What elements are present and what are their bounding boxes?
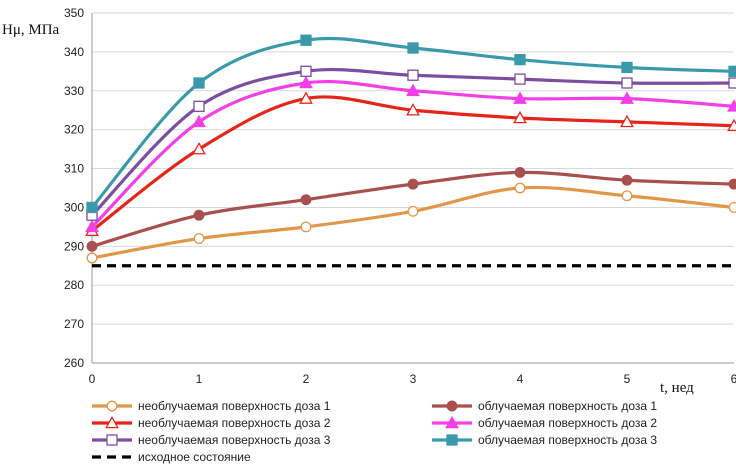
- x-tick-label: 5: [624, 372, 631, 386]
- data-point: [300, 221, 312, 233]
- x-axis-label: t, нед: [660, 380, 694, 396]
- data-point: [192, 114, 206, 128]
- legend-label: облучаемая поверхность доза 2: [478, 416, 657, 430]
- data-point: [86, 252, 98, 264]
- data-point: [514, 166, 526, 178]
- y-tick-label: 270: [64, 317, 84, 331]
- y-tick-label: 340: [64, 45, 84, 59]
- legend-item: необлучаемая поверхность доза 3: [92, 433, 331, 447]
- y-axis-label: Hμ, МПа: [2, 22, 60, 38]
- data-point: [513, 110, 527, 124]
- y-tick-label: 280: [64, 278, 84, 292]
- data-point: [621, 77, 633, 89]
- data-point: [621, 174, 633, 186]
- legend-item: облучаемая поверхность доза 3: [432, 433, 657, 447]
- axes: [91, 13, 734, 364]
- data-point: [300, 194, 312, 206]
- x-tick-label: 1: [196, 372, 203, 386]
- x-tick-label: 0: [89, 372, 96, 386]
- data-point: [620, 91, 634, 104]
- data-point: [407, 178, 419, 190]
- data-point: [621, 61, 633, 74]
- data-point: [193, 209, 205, 221]
- data-point: [193, 233, 205, 245]
- legend-item: облучаемая поверхность доза 1: [432, 399, 657, 413]
- legend-marker: [105, 415, 119, 429]
- data-point: [728, 77, 736, 89]
- data-point: [85, 219, 99, 233]
- legend-label: облучаемая поверхность доза 3: [478, 433, 657, 447]
- data-point: [300, 65, 312, 77]
- legend-label: облучаемая поверхность доза 1: [478, 399, 657, 413]
- legend-marker: [446, 400, 458, 412]
- y-tick-label: 300: [64, 200, 84, 214]
- data-point: [727, 99, 736, 112]
- y-tick-label: 320: [64, 123, 84, 137]
- y-tick-label: 350: [64, 6, 84, 20]
- data-point: [407, 205, 419, 217]
- grid-lines: [92, 12, 734, 325]
- legend-item: необлучаемая поверхность доза 2: [92, 415, 331, 430]
- x-tick-label: 2: [303, 372, 310, 386]
- legend-label: исходное состояние: [138, 450, 251, 464]
- legend-label: необлучаемая поверхность доза 1: [138, 399, 331, 413]
- data-point: [193, 77, 205, 89]
- data-point: [300, 34, 312, 46]
- data-point: [299, 91, 313, 104]
- data-point: [193, 100, 205, 112]
- data-point: [728, 65, 736, 77]
- x-tick-label: 6: [731, 372, 736, 386]
- legend-marker: [445, 415, 459, 429]
- y-tick-label: 260: [64, 356, 84, 370]
- legend-marker: [106, 400, 118, 412]
- data-point: [86, 240, 98, 252]
- data-point: [514, 54, 526, 66]
- data-point: [407, 69, 419, 81]
- data-point: [728, 178, 736, 190]
- tick-labels: 260 270 280 290 300 310 320 330 340 350 0 1 2 3 4 5 6: [64, 6, 736, 386]
- data-point: [406, 103, 420, 116]
- legend-label: необлучаемая поверхность доза 3: [138, 433, 331, 447]
- legend: необлучаемая поверхность доза 1 облучаема…: [92, 399, 657, 464]
- y-tick-label: 310: [64, 162, 84, 176]
- data-point: [86, 201, 98, 214]
- data-point: [514, 73, 526, 85]
- legend-item: облучаемая поверхность доза 2: [432, 415, 657, 430]
- data-point: [514, 182, 526, 194]
- data-point: [728, 201, 736, 213]
- data-point: [727, 118, 736, 132]
- data-point: [192, 141, 206, 155]
- x-tick-label: 3: [410, 372, 417, 386]
- legend-marker: [446, 434, 458, 446]
- series-line-1: [91, 185, 735, 260]
- data-point: [299, 75, 313, 89]
- y-tick-label: 330: [64, 84, 84, 98]
- data-point: [513, 91, 527, 104]
- legend-item: исходное состояние: [92, 450, 251, 464]
- data-point: [620, 114, 634, 128]
- x-tick-label: 4: [517, 372, 524, 386]
- legend-marker: [106, 434, 118, 446]
- legend-item: необлучаемая поверхность доза 1: [92, 399, 331, 413]
- data-point: [406, 83, 420, 97]
- data-point: [621, 190, 633, 202]
- y-tick-label: 290: [64, 239, 84, 253]
- data-markers: [85, 34, 736, 264]
- data-point: [407, 42, 419, 54]
- legend-label: необлучаемая поверхность доза 2: [138, 416, 331, 430]
